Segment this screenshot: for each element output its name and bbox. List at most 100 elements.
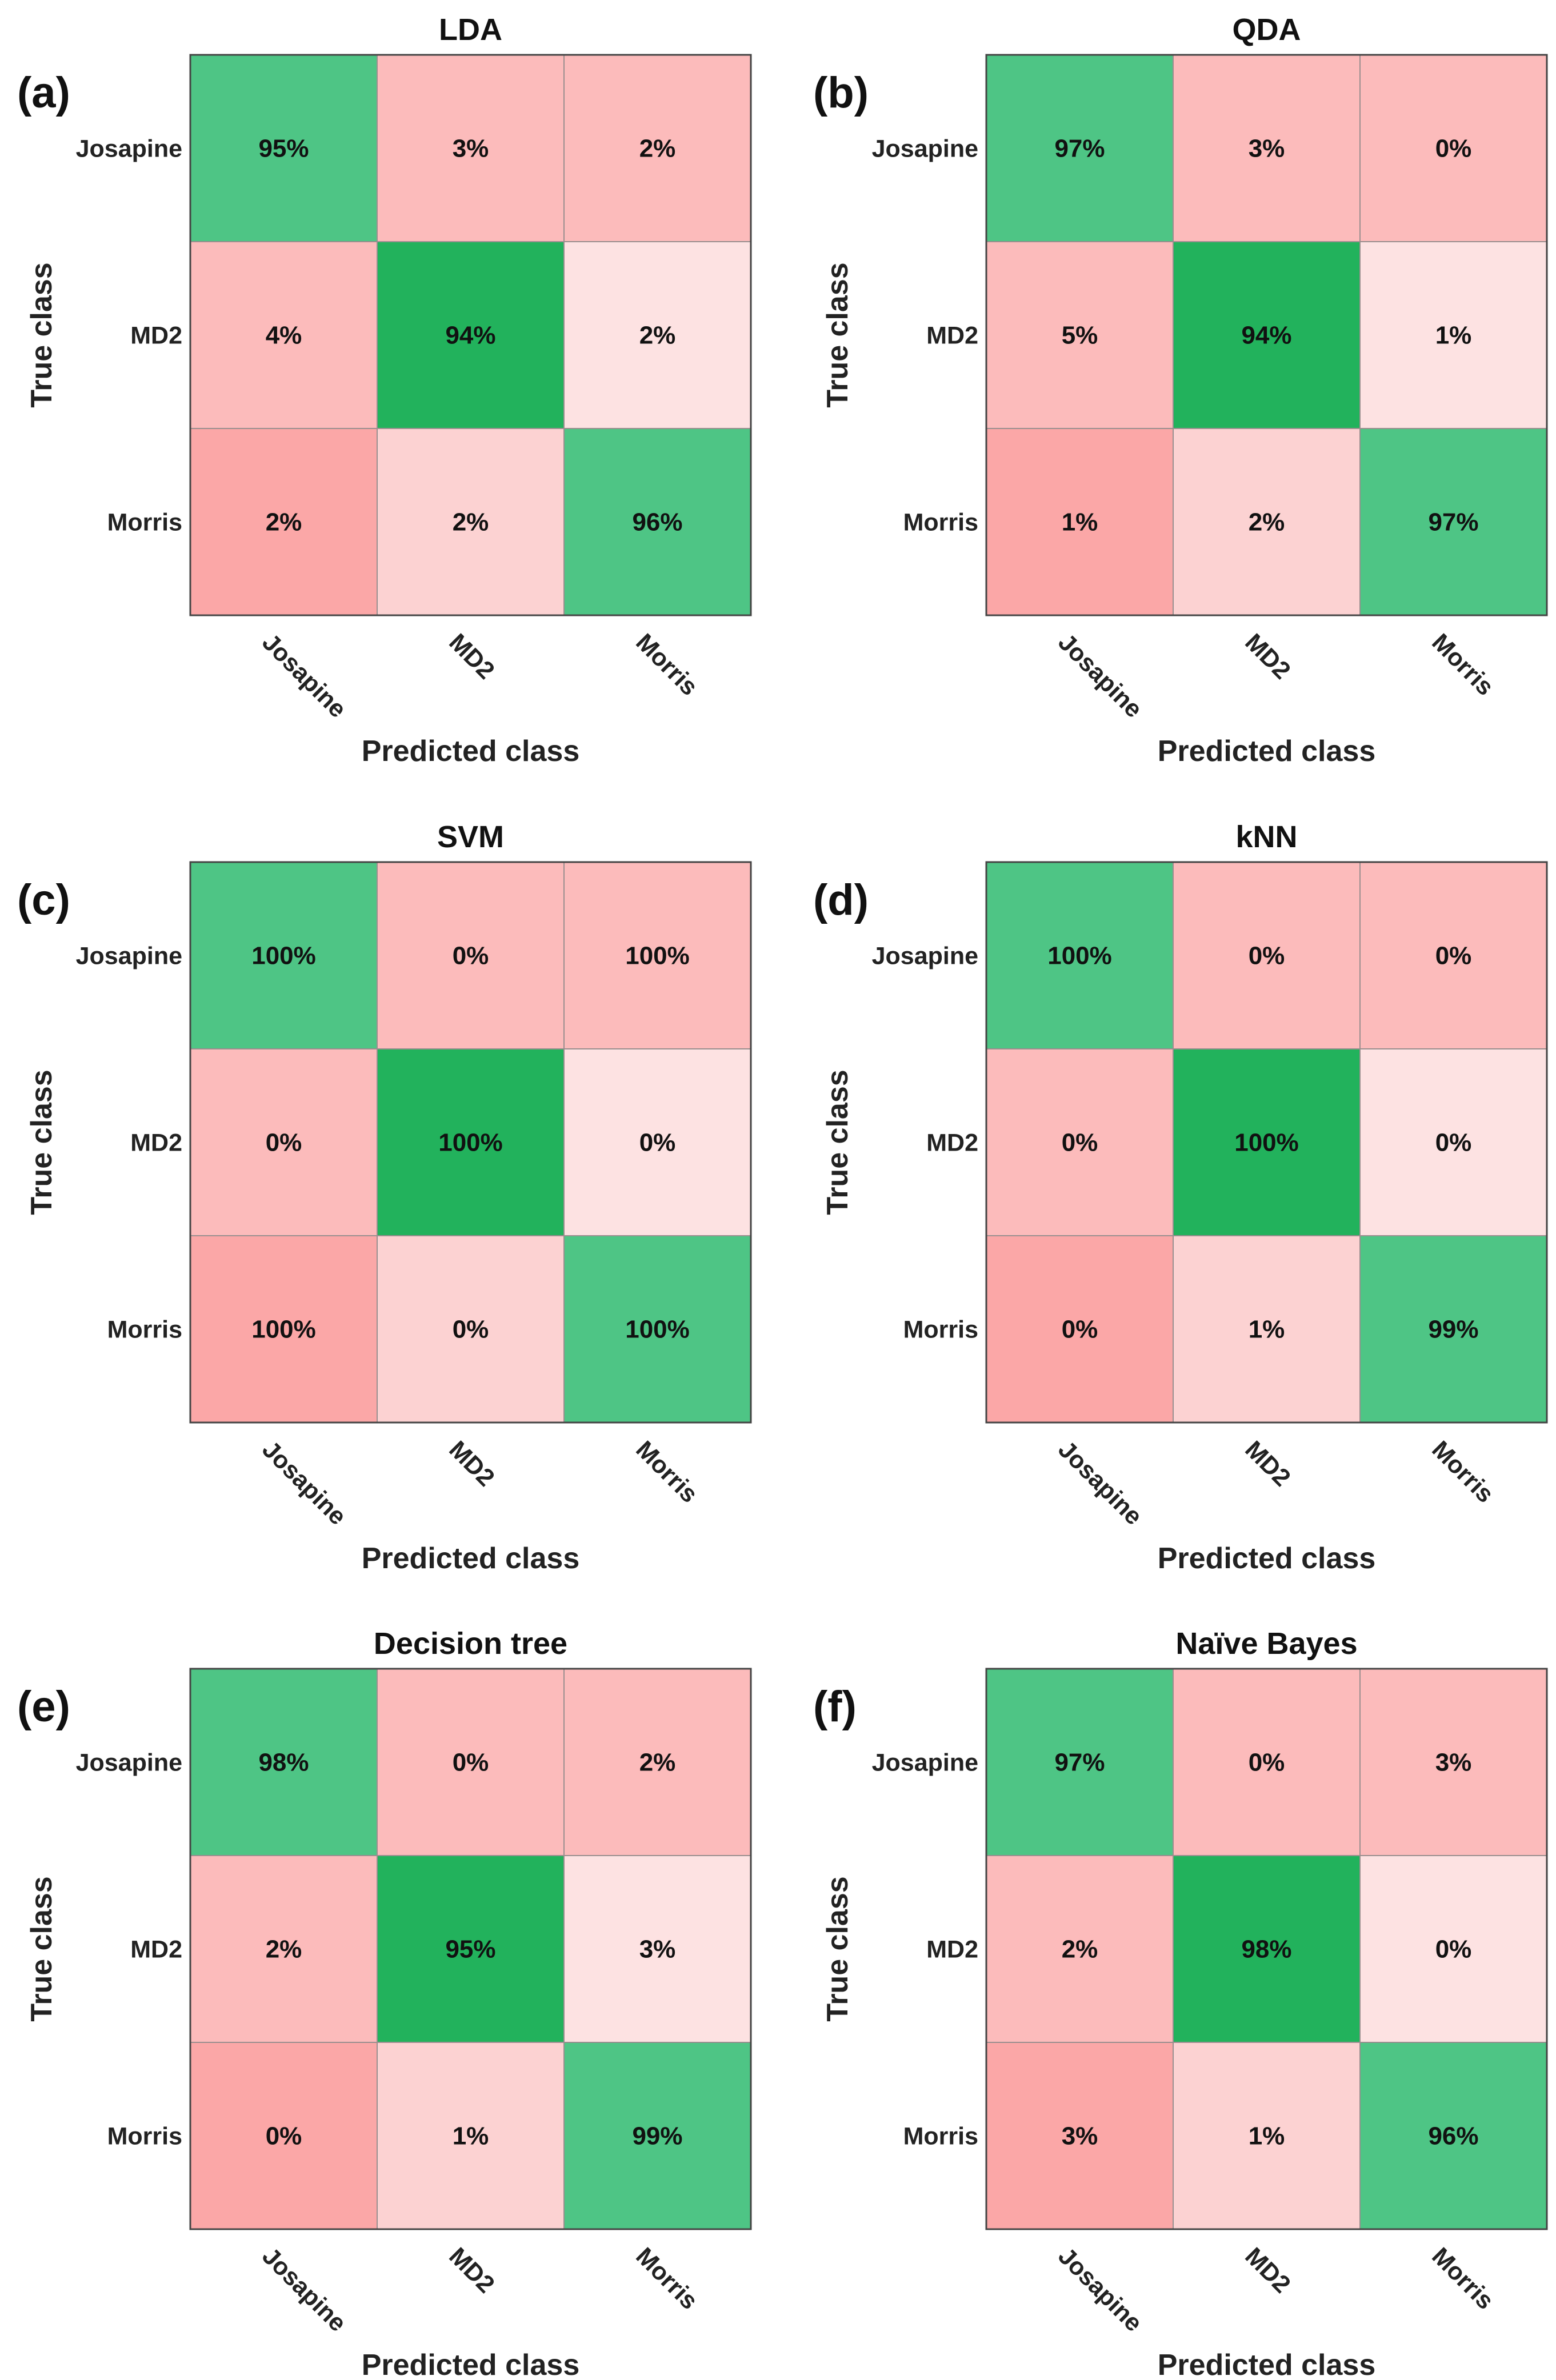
matrix-frame [189, 54, 752, 616]
matrix-cell [190, 1048, 378, 1236]
cell-value-label: 2% [639, 322, 676, 350]
matrix-cell [1359, 1668, 1547, 1856]
panel-title: Naïve Bayes [1175, 1626, 1357, 1661]
cell-value-label: 95% [445, 1936, 495, 1964]
cell-value-label: 0% [639, 1129, 676, 1157]
matrix-cell [563, 862, 751, 1049]
cell-value-label: 0% [1062, 1129, 1098, 1157]
cell-value-label: 100% [251, 1316, 316, 1344]
matrix-cell [1173, 241, 1361, 429]
cell-value-label: 0% [1249, 942, 1285, 970]
matrix-cell [1359, 1048, 1547, 1236]
cell-value-label: 95% [258, 135, 309, 163]
matrix-cell [1173, 428, 1361, 616]
panel-title: kNN [1235, 820, 1297, 854]
x-tick-label: Morris [1426, 628, 1499, 701]
cell-value-label: 100% [1234, 1129, 1299, 1157]
y-axis-label: True class [821, 1876, 854, 2021]
matrix-cell [377, 428, 565, 616]
panel-title: QDA [1233, 13, 1301, 47]
panel-label: (a) [17, 69, 70, 117]
matrix-cell [377, 241, 565, 429]
matrix-cell [1359, 2042, 1547, 2230]
cell-value-label: 94% [1241, 322, 1291, 350]
matrix-cell [986, 2042, 1174, 2230]
cell-value-label: 2% [453, 508, 489, 536]
x-tick-label: MD2 [1239, 628, 1295, 684]
x-tick-label: MD2 [1239, 2242, 1295, 2298]
y-tick-label: MD2 [926, 322, 978, 350]
matrix-cell [1359, 862, 1547, 1049]
cell-value-label: 2% [266, 1936, 302, 1964]
x-tick-label: MD2 [1239, 1436, 1295, 1492]
matrix-cell [986, 1048, 1174, 1236]
cell-value-label: 97% [1054, 1749, 1105, 1777]
matrix-cell [377, 54, 565, 242]
cell-value-label: 98% [1241, 1936, 1291, 1964]
y-axis-label: True class [821, 262, 854, 407]
y-tick-label: Josapine [76, 1749, 182, 1777]
y-tick-label: Josapine [872, 135, 978, 163]
cell-value-label: 5% [1062, 322, 1098, 350]
x-tick-label: Morris [630, 1436, 703, 1508]
y-tick-label: Josapine [76, 135, 182, 163]
matrix-frame [189, 1668, 752, 2230]
cell-value-label: 2% [266, 508, 302, 536]
cell-value-label: 1% [453, 2122, 489, 2150]
x-axis-label: Predicted class [1158, 735, 1376, 768]
x-tick-label: MD2 [443, 1436, 499, 1492]
cell-value-label: 100% [625, 1316, 690, 1344]
cell-value-label: 2% [1249, 508, 1285, 536]
confusion-matrix-panel: LDA (a) 95% 3% 2% 4% 94% 2% 2% 2% 96% Josapine MD2 Mo… [17, 13, 752, 768]
cell-value-label: 4% [266, 322, 302, 350]
cell-value-label: 0% [453, 1316, 489, 1344]
x-axis-label: Predicted class [1158, 1542, 1376, 1575]
matrix-frame [189, 861, 752, 1424]
cell-value-label: 1% [1249, 2122, 1285, 2150]
cell-value-label: 2% [639, 1749, 676, 1777]
panel-label: (d) [813, 876, 869, 924]
y-tick-label: MD2 [130, 1129, 182, 1157]
cell-value-label: 100% [251, 942, 316, 970]
y-tick-label: MD2 [926, 1129, 978, 1157]
y-tick-label: Josapine [872, 943, 978, 970]
x-tick-label: Josapine [257, 1436, 351, 1530]
y-tick-label: MD2 [130, 1936, 182, 1964]
confusion-matrix-panel: SVM (c) 100% 0% 100% 0% 100% 0% 100% 0% 100% Josapi… [17, 820, 752, 1575]
y-tick-label: Morris [107, 1316, 182, 1344]
matrix-cell [190, 1235, 378, 1423]
x-axis-label: Predicted class [362, 2349, 580, 2380]
cell-value-label: 0% [1435, 1936, 1472, 1964]
x-axis-label: Predicted class [362, 1542, 580, 1575]
matrix-frame [985, 1668, 1548, 2230]
matrix-cell [190, 1668, 378, 1856]
panel-title: SVM [437, 820, 504, 854]
confusion-matrix-panel: Decision tree (e) 98% 0% 2% 2% 95% 3% 0% 1% 99% Jos… [17, 1626, 752, 2380]
matrix-cell [190, 862, 378, 1049]
cell-value-label: 3% [1062, 2122, 1098, 2150]
matrix-cell [563, 2042, 751, 2230]
matrix-cell [986, 54, 1174, 242]
y-tick-label: Morris [107, 2123, 182, 2150]
cell-value-label: 0% [1435, 942, 1472, 970]
y-axis-label: True class [25, 1876, 58, 2021]
matrix-cell [1359, 54, 1547, 242]
cell-value-label: 0% [1062, 1316, 1098, 1344]
cell-value-label: 99% [632, 2122, 682, 2150]
y-tick-label: MD2 [130, 322, 182, 350]
x-tick-label: Josapine [257, 628, 351, 723]
panel-label: (c) [17, 876, 70, 924]
cell-value-label: 1% [1249, 1316, 1285, 1344]
matrix-cell [377, 862, 565, 1049]
cell-value-label: 0% [453, 942, 489, 970]
matrix-cell [986, 428, 1174, 616]
cell-value-label: 100% [1047, 942, 1112, 970]
cell-value-label: 0% [1435, 135, 1472, 163]
cell-value-label: 3% [453, 135, 489, 163]
cell-value-label: 0% [266, 1129, 302, 1157]
cell-value-label: 97% [1428, 508, 1478, 536]
matrix-cell [1173, 1668, 1361, 1856]
y-axis-label: True class [25, 1069, 58, 1215]
cell-value-label: 3% [639, 1936, 676, 1964]
x-tick-label: Morris [1426, 2242, 1499, 2315]
